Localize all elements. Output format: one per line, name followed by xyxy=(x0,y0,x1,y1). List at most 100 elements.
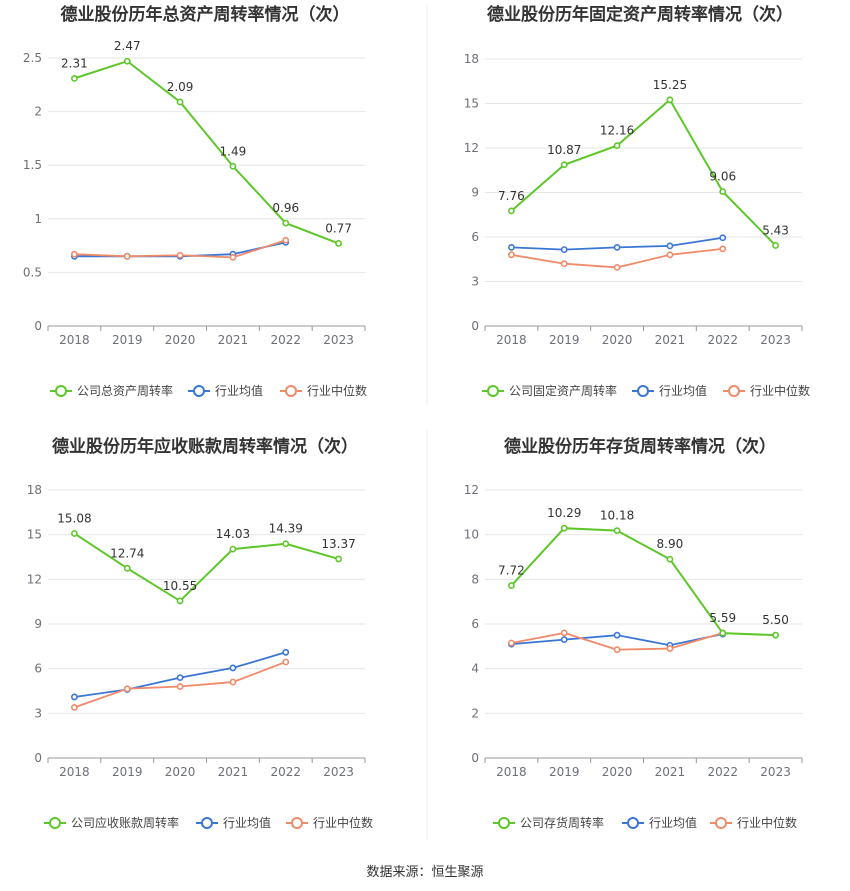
data-label: 8.90 xyxy=(657,537,684,551)
legend-item-median[interactable]: 行业中位数 xyxy=(710,815,797,830)
data-point-company[interactable] xyxy=(719,188,727,196)
y-tick-label: 9 xyxy=(34,617,42,631)
data-point-company[interactable] xyxy=(772,242,779,249)
x-tick-label: 2018 xyxy=(496,765,527,779)
data-label: 13.37 xyxy=(321,537,355,551)
data-label: 15.25 xyxy=(653,78,687,92)
legend-item-avg[interactable]: 行业均值 xyxy=(622,815,697,830)
data-point-company[interactable] xyxy=(613,142,621,150)
data-point-avg[interactable] xyxy=(71,693,78,701)
data-point-avg[interactable] xyxy=(666,242,674,250)
data-point-company[interactable] xyxy=(560,524,568,532)
data-point-median[interactable] xyxy=(719,245,727,253)
data-point-company[interactable] xyxy=(71,74,78,82)
legend-item-company[interactable]: 公司应收账款周转率 xyxy=(44,815,179,830)
data-point-company[interactable] xyxy=(229,162,237,170)
x-tick-label: 2019 xyxy=(549,765,580,779)
legend-item-median[interactable]: 行业中位数 xyxy=(280,383,367,398)
data-label: 5.59 xyxy=(709,611,736,625)
data-point-company[interactable] xyxy=(176,98,184,106)
data-point-company[interactable] xyxy=(335,240,342,247)
data-point-company[interactable] xyxy=(335,555,342,563)
data-point-median[interactable] xyxy=(613,264,621,271)
data-point-company[interactable] xyxy=(176,597,184,605)
legend-label: 行业均值 xyxy=(215,383,263,398)
data-point-avg[interactable] xyxy=(613,243,621,251)
data-point-company[interactable] xyxy=(666,96,674,104)
data-point-median[interactable] xyxy=(282,658,290,666)
x-tick-label: 2023 xyxy=(760,333,791,347)
data-point-median[interactable] xyxy=(666,645,674,652)
data-point-company[interactable] xyxy=(508,207,515,215)
data-point-median[interactable] xyxy=(176,683,184,690)
data-label: 10.29 xyxy=(547,506,581,520)
data-point-avg[interactable] xyxy=(719,234,727,242)
data-point-company[interactable] xyxy=(560,161,568,169)
y-tick-label: 15 xyxy=(27,528,42,542)
source-note: 数据来源：恒生聚源 xyxy=(366,865,483,880)
data-point-avg[interactable] xyxy=(508,243,515,251)
legend-marker-icon xyxy=(637,385,649,397)
data-point-median[interactable] xyxy=(229,253,237,261)
legend-item-company[interactable]: 公司固定资产周转率 xyxy=(482,383,617,398)
data-point-median[interactable] xyxy=(71,703,78,711)
data-point-avg[interactable] xyxy=(560,636,568,644)
x-tick-label: 2023 xyxy=(760,765,791,779)
legend-label: 行业均值 xyxy=(649,815,697,830)
data-point-company[interactable] xyxy=(123,564,131,572)
legend-item-median[interactable]: 行业中位数 xyxy=(723,383,810,398)
data-point-company[interactable] xyxy=(123,57,131,65)
data-label: 2.09 xyxy=(167,80,194,94)
data-point-company[interactable] xyxy=(719,629,727,637)
data-point-company[interactable] xyxy=(229,545,237,553)
legend-marker-icon xyxy=(627,817,639,829)
legend-label: 行业中位数 xyxy=(313,815,373,830)
data-point-median[interactable] xyxy=(508,639,515,647)
data-point-company[interactable] xyxy=(508,582,515,589)
data-point-median[interactable] xyxy=(282,236,290,244)
data-point-median[interactable] xyxy=(613,646,621,654)
legend-item-company[interactable]: 公司存货周转率 xyxy=(493,815,604,830)
y-tick-label: 1 xyxy=(34,212,42,226)
legend-item-avg[interactable]: 行业均值 xyxy=(632,383,707,398)
x-tick-label: 2020 xyxy=(165,333,196,347)
data-point-median[interactable] xyxy=(123,252,131,260)
legend-item-avg[interactable]: 行业均值 xyxy=(188,383,263,398)
data-point-avg[interactable] xyxy=(613,631,621,639)
data-point-company[interactable] xyxy=(71,530,78,537)
data-point-avg[interactable] xyxy=(176,674,184,681)
y-tick-label: 15 xyxy=(464,97,479,111)
legend-label: 公司存货周转率 xyxy=(520,815,604,830)
chart-title: 德业股份历年应收账款周转率情况（次） xyxy=(52,436,358,457)
legend-item-median[interactable]: 行业中位数 xyxy=(286,815,373,830)
legend-item-company[interactable]: 公司总资产周转率 xyxy=(50,383,173,398)
x-tick-label: 2022 xyxy=(707,765,738,779)
data-point-median[interactable] xyxy=(176,251,184,259)
legend-label: 公司总资产周转率 xyxy=(77,383,173,398)
data-point-company[interactable] xyxy=(282,219,290,227)
data-point-company[interactable] xyxy=(613,527,621,535)
chart-title: 德业股份历年存货周转率情况（次） xyxy=(504,436,776,457)
x-tick-label: 2023 xyxy=(323,333,354,347)
data-point-company[interactable] xyxy=(282,540,290,548)
legend-item-avg[interactable]: 行业均值 xyxy=(196,815,271,830)
data-point-avg[interactable] xyxy=(282,648,290,656)
data-point-median[interactable] xyxy=(560,629,568,637)
data-point-median[interactable] xyxy=(71,250,78,258)
data-label: 9.06 xyxy=(709,170,736,184)
data-point-median[interactable] xyxy=(508,251,515,259)
legend-marker-icon xyxy=(728,385,740,397)
data-point-avg[interactable] xyxy=(560,246,568,254)
data-point-median[interactable] xyxy=(666,251,674,259)
y-tick-label: 12 xyxy=(464,483,479,497)
data-point-company[interactable] xyxy=(772,631,779,639)
data-point-median[interactable] xyxy=(229,678,237,686)
data-point-median[interactable] xyxy=(123,685,131,693)
data-point-avg[interactable] xyxy=(229,664,237,672)
data-point-company[interactable] xyxy=(666,555,674,563)
legend-marker-icon xyxy=(487,385,499,397)
chart-title: 德业股份历年固定资产周转率情况（次） xyxy=(487,4,793,25)
data-point-median[interactable] xyxy=(560,260,568,268)
data-label: 7.72 xyxy=(498,564,525,578)
series-line-company xyxy=(510,98,777,247)
